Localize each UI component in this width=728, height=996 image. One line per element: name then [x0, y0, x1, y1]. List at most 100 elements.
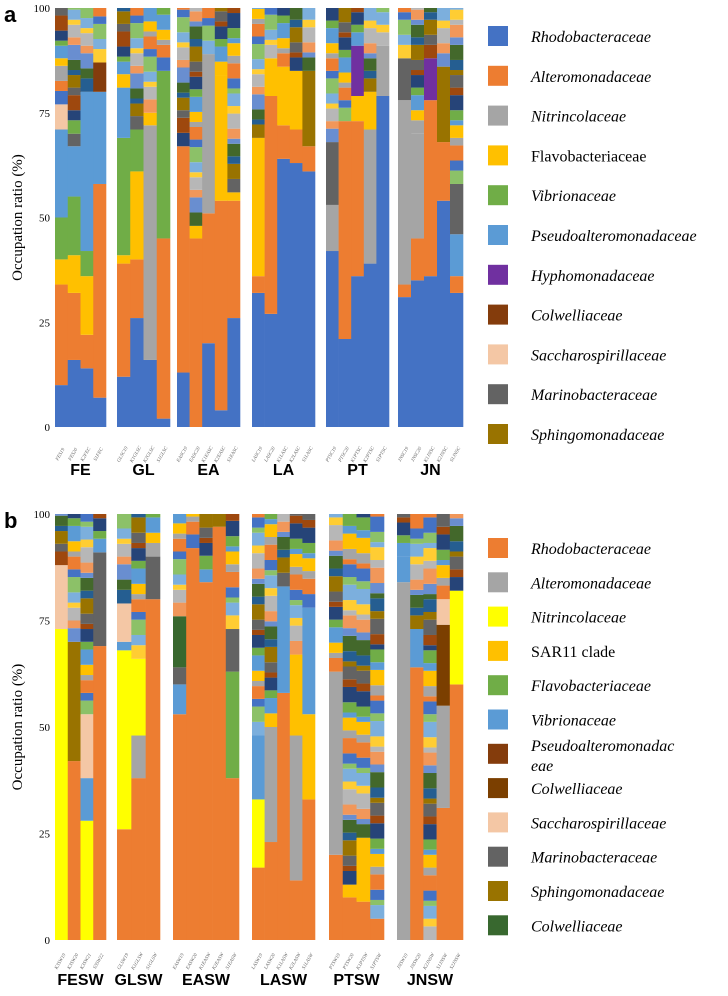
- bar-segment: [214, 200, 228, 411]
- group-label: EASW: [182, 972, 231, 989]
- bar-segment-minor: [370, 560, 385, 568]
- bar-segment-minor: [397, 542, 411, 557]
- bar-segment-minor: [252, 596, 265, 605]
- bar-segment-minor: [80, 28, 94, 34]
- bar-segment: [202, 213, 216, 344]
- bar-segment: [329, 671, 344, 855]
- bar-segment-minor: [225, 571, 240, 588]
- bar-segment: [398, 297, 412, 427]
- bar-segment-minor: [189, 11, 203, 22]
- bar-segment: [252, 292, 265, 427]
- bar-segment: [143, 359, 158, 427]
- bar-segment-minor: [376, 32, 390, 46]
- bar-segment-minor: [156, 44, 171, 58]
- bar-segment-minor: [356, 734, 371, 743]
- bar-segment: [302, 70, 316, 147]
- bar-segment-minor: [411, 9, 425, 20]
- bar-segment-minor: [227, 178, 241, 193]
- bar-segment-minor: [80, 598, 94, 614]
- bar-segment-minor: [363, 8, 377, 21]
- bar-segment-minor: [67, 87, 81, 96]
- bar-segment: [80, 91, 94, 252]
- bar-segment-minor: [143, 8, 158, 22]
- bar-segment: [424, 58, 438, 101]
- bar-segment-minor: [80, 78, 94, 92]
- bar-segment: [411, 238, 425, 281]
- bar-segment-minor: [227, 156, 241, 164]
- bar-segment-minor: [214, 8, 228, 12]
- bar-segment-minor: [423, 532, 437, 543]
- bar-segment-minor: [351, 12, 365, 25]
- bar-segment-minor: [130, 53, 144, 66]
- bar-segment-minor: [356, 665, 371, 671]
- bar-segment: [437, 66, 451, 143]
- bar-segment-minor: [189, 177, 203, 190]
- legend-label: Vibrionaceae: [531, 713, 616, 730]
- bar-segment-minor: [252, 568, 265, 579]
- bar-segment-minor: [189, 39, 203, 47]
- bar-segment-minor: [117, 528, 132, 539]
- bar-segment-minor: [252, 578, 265, 584]
- bar-segment-minor: [423, 854, 437, 868]
- bar-segment-minor: [277, 557, 291, 573]
- legend-label: Nitrincolaceae: [530, 610, 626, 627]
- bar-segment-minor: [189, 162, 203, 173]
- bar-segment-minor: [342, 600, 357, 611]
- bar-segment-minor: [227, 128, 241, 139]
- bar-segment-minor: [326, 93, 339, 104]
- bar-segment-minor: [252, 517, 265, 528]
- bar-segment-minor: [277, 521, 291, 532]
- bar-segment-minor: [117, 61, 131, 75]
- bar-segment: [410, 667, 424, 940]
- bar-segment-minor: [423, 650, 437, 664]
- bar-segment-minor: [342, 712, 357, 718]
- sample-label: FES20: [68, 447, 80, 463]
- bar-segment-minor: [410, 538, 424, 544]
- bar-segment-minor: [264, 544, 278, 561]
- bar-segment: [424, 276, 438, 427]
- bar-segment: [338, 121, 352, 340]
- bar-segment-minor: [342, 686, 357, 703]
- bar-segment-minor: [423, 839, 437, 850]
- bar-segment-minor: [423, 701, 437, 715]
- bar-segment-minor: [264, 713, 278, 727]
- bar-segment-minor: [264, 570, 278, 576]
- sample-label: S1PTSC: [376, 446, 389, 464]
- bar-segment-minor: [398, 8, 412, 13]
- bar-segment: [67, 133, 81, 147]
- bar-segment-minor: [173, 584, 187, 590]
- bar-segment-minor: [143, 36, 158, 50]
- bar-segment-minor: [227, 38, 241, 44]
- bar-segment-minor: [252, 686, 265, 699]
- bar-segment-minor: [326, 128, 339, 143]
- bar-segment: [80, 334, 94, 369]
- bar-segment-minor: [356, 563, 371, 569]
- bar-segment-minor: [145, 514, 161, 518]
- panel-a: a Occupation ratio (%) 0 25 50 75 100 FES19 FES2…: [4, 2, 697, 479]
- bar-segment-minor: [376, 24, 390, 33]
- bar-segment: [80, 778, 94, 821]
- bar-segment-minor: [177, 47, 190, 60]
- bar-segment: [212, 514, 227, 527]
- bar-segment-minor: [436, 526, 451, 535]
- bar-segment-minor: [370, 764, 385, 773]
- bar-segment-minor: [143, 99, 158, 113]
- bar-segment-minor: [410, 514, 424, 529]
- bar-segment-minor: [80, 692, 94, 701]
- sample-label: K2FEC: [80, 446, 93, 463]
- bar-segment-minor: [252, 527, 265, 533]
- legend: Rhodobacteraceae Alteromonadaceae Nitrinco…: [488, 26, 697, 444]
- group-label: EA: [197, 462, 220, 479]
- bar-segment: [145, 556, 161, 600]
- bar-segment-minor: [67, 525, 81, 542]
- bar-segment-minor: [186, 516, 200, 522]
- bar-segment-minor: [227, 113, 241, 129]
- group-label: FE: [70, 462, 91, 479]
- bar-segment-minor: [342, 559, 357, 565]
- bar-segment-minor: [370, 567, 385, 584]
- bar-segment-minor: [252, 698, 265, 707]
- y-tick-label: 75: [39, 108, 51, 120]
- bar-segment-minor: [80, 8, 94, 19]
- bar-segment: [173, 714, 187, 940]
